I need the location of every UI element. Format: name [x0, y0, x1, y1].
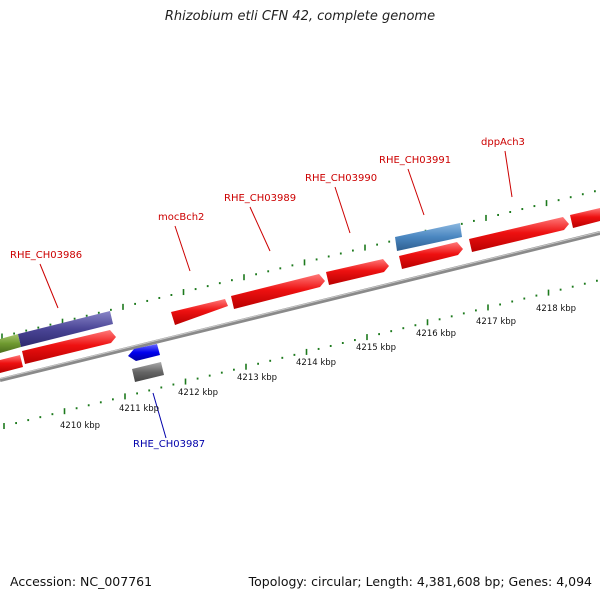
gene-box-purple[interactable]	[18, 311, 113, 347]
kbp-label: 4213 kbp	[237, 373, 277, 383]
leader-line	[407, 168, 425, 216]
leader-line	[39, 263, 59, 309]
kbp-label: 4210 kbp	[60, 421, 100, 431]
gene-arrow-0[interactable]	[0, 355, 23, 373]
gene-arrow-1[interactable]	[22, 330, 116, 364]
gene-label[interactable]: RHE_CH03991	[379, 155, 451, 166]
label-leaders	[39, 150, 513, 439]
tick-track-lower	[3, 279, 598, 430]
kbp-label: 4217 kbp	[476, 317, 516, 327]
gene-arrow-dppAch3[interactable]	[469, 217, 569, 252]
gene-arrow-RHE_CH03989[interactable]	[231, 274, 325, 309]
gene-label[interactable]: dppAch3	[481, 137, 525, 148]
gene-labels: RHE_CH03986 mocBch2 RHE_CH03989 RHE_CH03990…	[10, 137, 525, 450]
gene-arrow-mocBch2[interactable]	[171, 299, 228, 325]
gene-box-steel[interactable]	[395, 223, 462, 251]
genome-backbone	[0, 231, 600, 382]
leader-line	[152, 392, 167, 439]
gene-arrow-RHE_CH03987[interactable]	[128, 344, 160, 361]
kbp-label: 4212 kbp	[178, 388, 218, 398]
gene-label[interactable]: mocBch2	[158, 212, 204, 223]
kbp-label: 4218 kbp	[536, 304, 576, 314]
leader-line	[249, 206, 271, 252]
map-title: Rhizobium etli CFN 42, complete genome	[164, 9, 436, 24]
gene-arrow-edge[interactable]	[570, 208, 600, 228]
gene-label[interactable]: RHE_CH03990	[305, 173, 377, 184]
kbp-label: 4211 kbp	[119, 404, 159, 414]
genome-summary: Topology: circular; Length: 4,381,608 bp…	[248, 574, 592, 589]
gene-box-green[interactable]	[0, 334, 21, 353]
genome-backbone-highlight	[0, 231, 600, 380]
kbp-label: 4214 kbp	[296, 358, 336, 368]
gene-arrow-RHE_CH03990[interactable]	[326, 259, 389, 285]
kbp-label: 4215 kbp	[356, 343, 396, 353]
gene-arrow-RHE_CH03991[interactable]	[399, 242, 463, 269]
gene-label[interactable]: RHE_CH03989	[224, 193, 296, 204]
kbp-labels: 4210 kbp 4211 kbp 4212 kbp 4213 kbp 4214 kbp…	[60, 304, 576, 431]
leader-line	[504, 150, 513, 198]
gene-box-gray[interactable]	[132, 362, 164, 382]
leader-line	[174, 225, 191, 272]
leader-line	[334, 186, 351, 234]
kbp-label: 4216 kbp	[416, 329, 456, 339]
gene-label[interactable]: RHE_CH03986	[10, 250, 82, 261]
gene-label[interactable]: RHE_CH03987	[133, 439, 205, 450]
accession-label: Accession: NC_007761	[10, 574, 153, 589]
